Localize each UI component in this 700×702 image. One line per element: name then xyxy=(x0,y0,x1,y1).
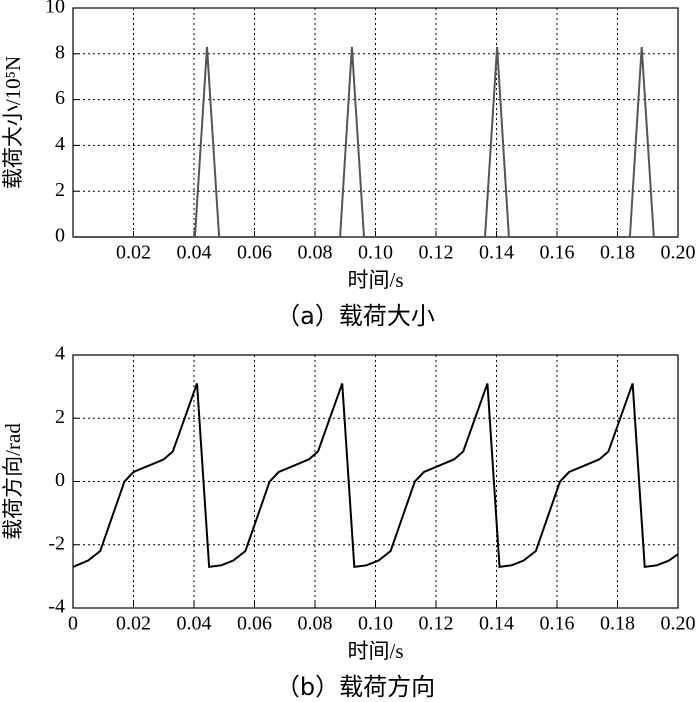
y-tick-label: 4 xyxy=(55,133,65,155)
x-tick-label: 0.14 xyxy=(479,242,514,264)
plot-frame xyxy=(72,7,679,238)
x-tick-label: 0.12 xyxy=(419,242,454,264)
x-tick-label: 0.02 xyxy=(116,242,151,264)
y-tick-label: 4 xyxy=(55,343,65,365)
x-tick-label: 0.16 xyxy=(540,242,575,264)
x-tick-label: 0.20 xyxy=(661,613,696,635)
x-tick-label: 0.10 xyxy=(358,613,393,635)
plot-frame xyxy=(72,354,679,609)
x-tick-label: 0 xyxy=(68,613,78,635)
x-tick-label: 0.04 xyxy=(177,613,212,635)
x-tick-label: 0.12 xyxy=(419,613,454,635)
y-tick-label: 8 xyxy=(55,41,65,63)
x-axis-label: 时间/s xyxy=(347,639,403,663)
y-tick-label: 0 xyxy=(55,225,65,247)
data-line xyxy=(73,46,678,238)
y-tick-label: 2 xyxy=(55,179,65,201)
x-tick-label: 0.20 xyxy=(661,242,696,264)
y-axis-label: 载荷方向/rad xyxy=(1,423,25,540)
y-tick-label: 2 xyxy=(55,406,65,428)
x-tick-label: 0.10 xyxy=(358,242,393,264)
y-tick-label: -4 xyxy=(48,596,65,618)
x-tick-label: 0.18 xyxy=(600,242,635,264)
y-tick-label: -2 xyxy=(48,532,65,554)
x-tick-label: 0.04 xyxy=(177,242,212,264)
x-tick-label: 0.14 xyxy=(479,613,514,635)
caption: （a）载荷大小 xyxy=(276,302,435,330)
x-tick-label: 0.08 xyxy=(298,242,333,264)
y-axis-label: 载荷大小/10⁵N xyxy=(1,56,25,189)
x-tick-label: 0.16 xyxy=(540,613,575,635)
x-tick-label: 0.18 xyxy=(600,613,635,635)
caption: （b）载荷方向 xyxy=(276,673,435,701)
y-tick-label: 0 xyxy=(55,469,65,491)
y-tick-label: 10 xyxy=(45,0,65,18)
x-tick-label: 0.06 xyxy=(237,242,272,264)
y-tick-label: 6 xyxy=(55,87,65,109)
x-tick-label: 0.08 xyxy=(298,613,333,635)
x-tick-label: 0.02 xyxy=(116,613,151,635)
x-tick-label: 0.06 xyxy=(237,613,272,635)
x-axis-label: 时间/s xyxy=(347,268,403,292)
data-line xyxy=(72,383,679,569)
